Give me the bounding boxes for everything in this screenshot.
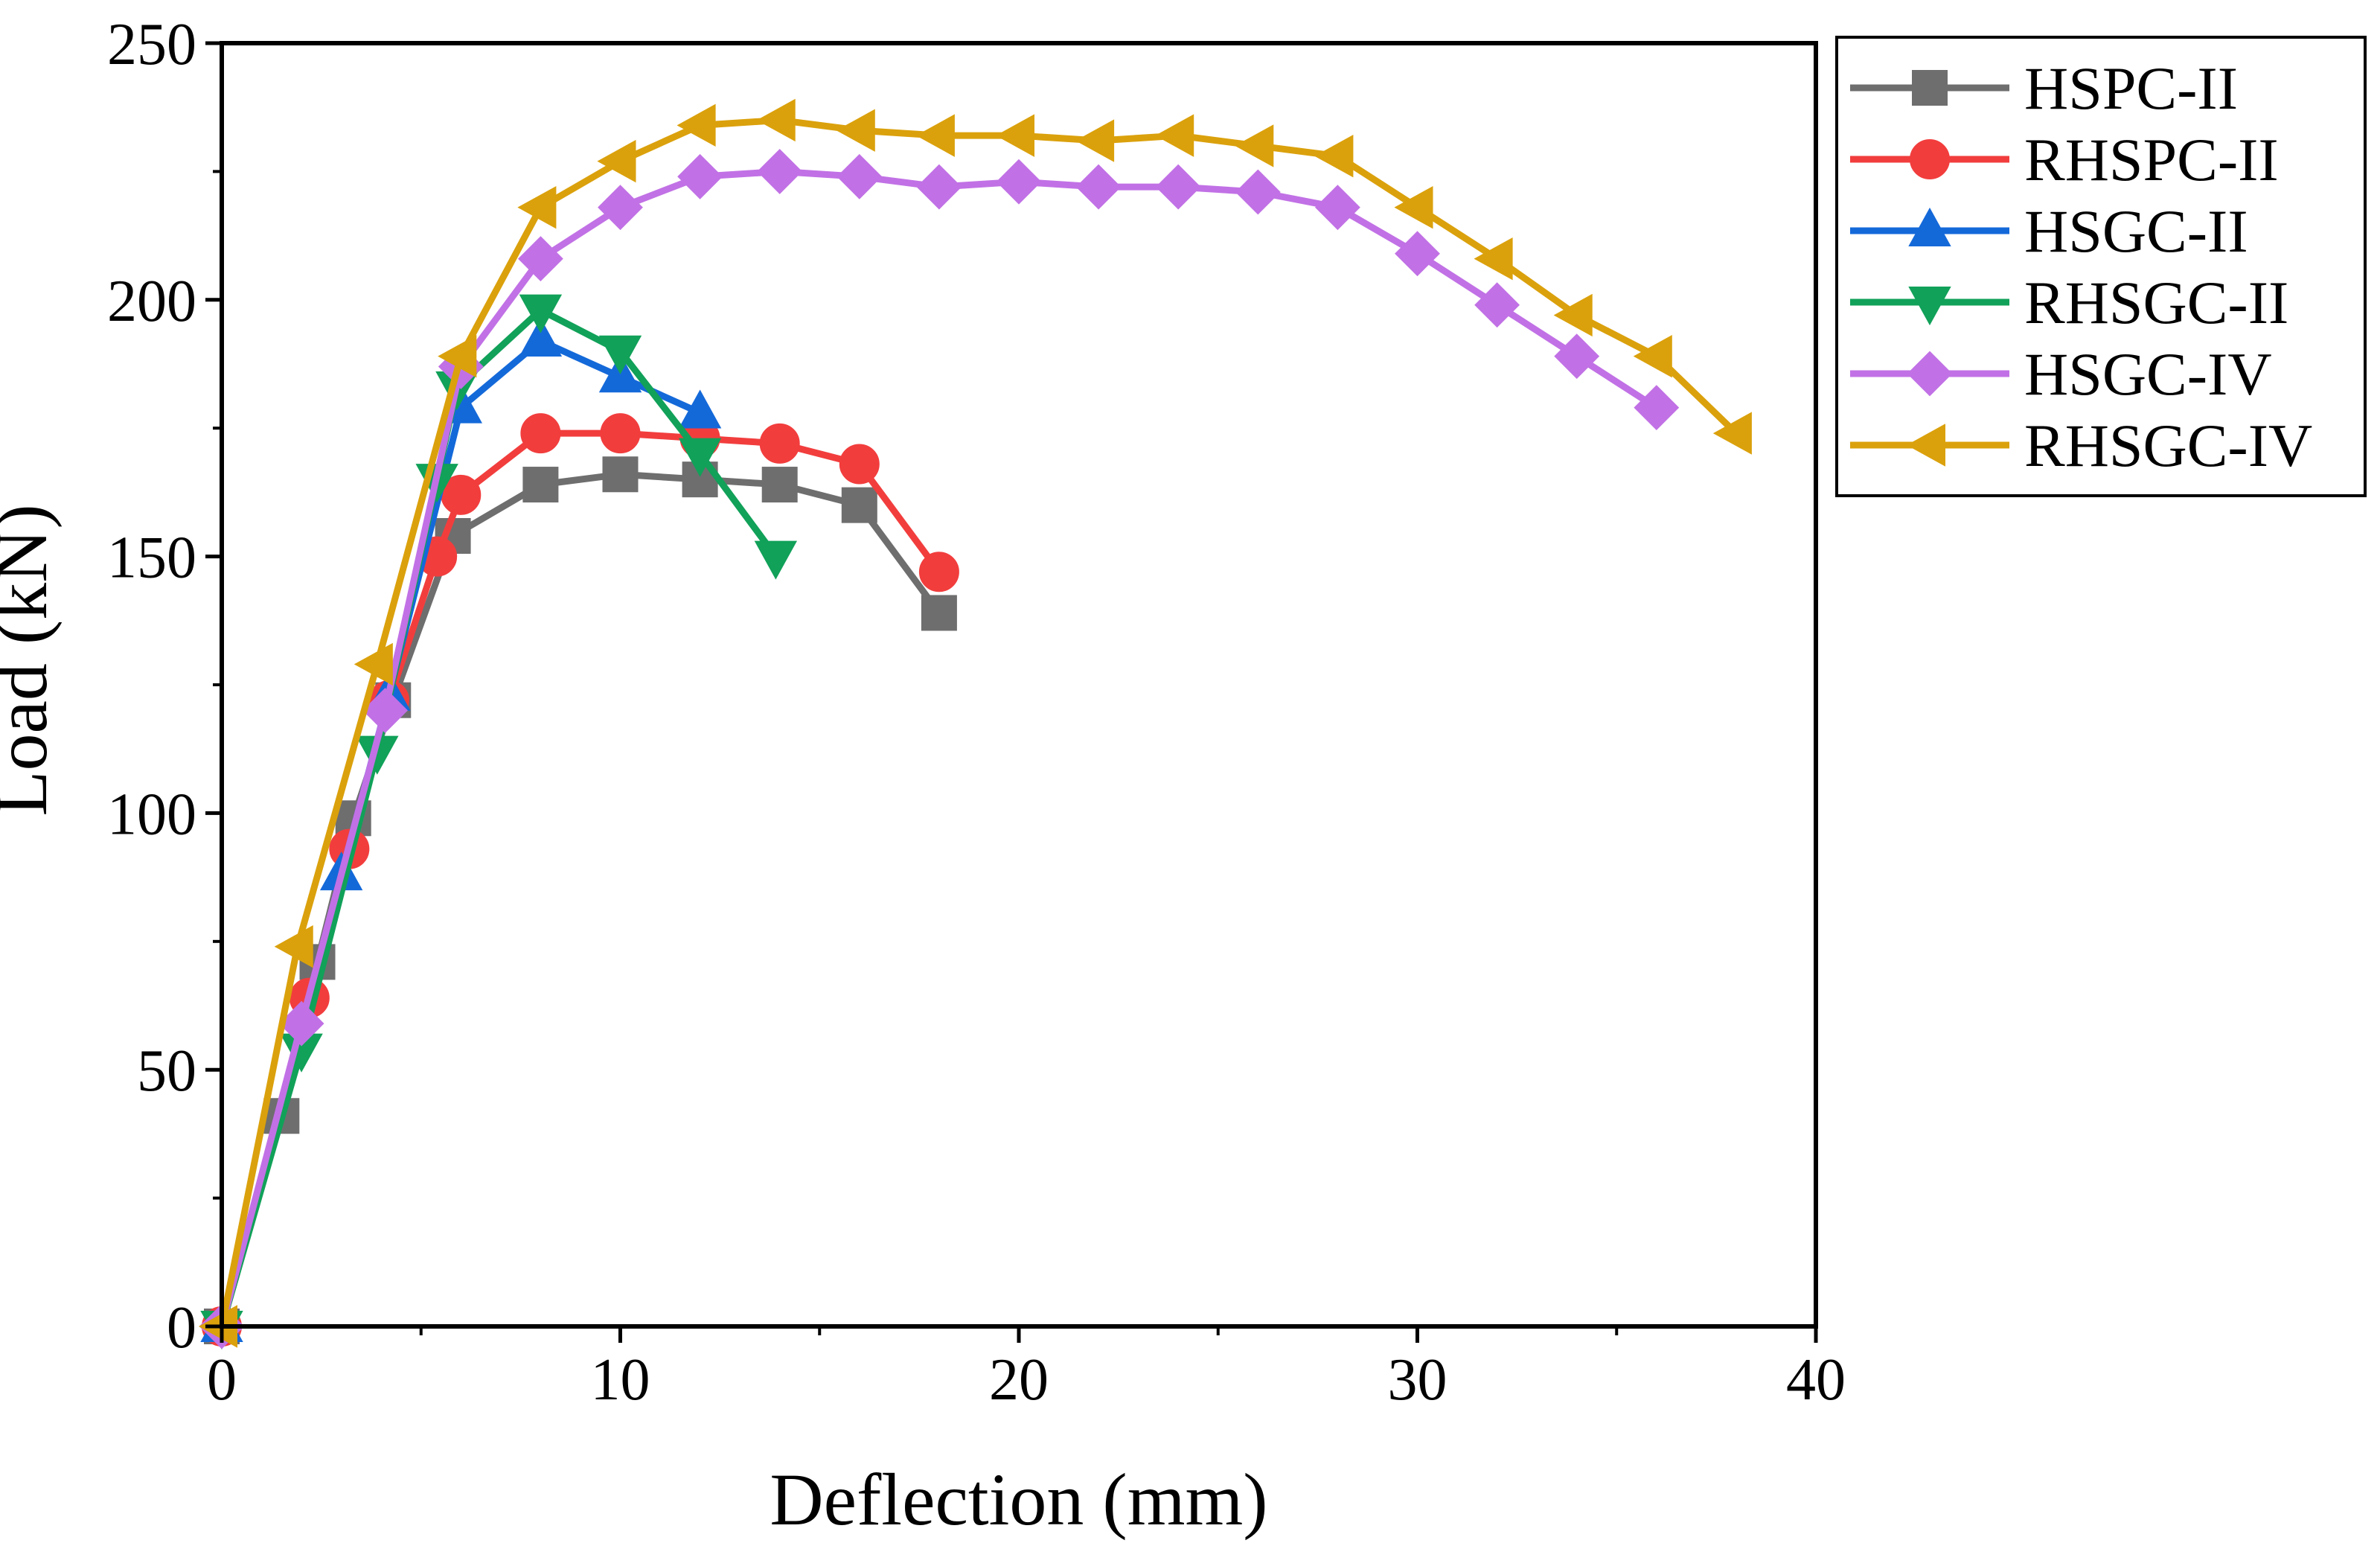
data-point	[362, 688, 408, 733]
data-point	[754, 540, 798, 580]
x-tick-label: 20	[989, 1347, 1049, 1413]
data-point	[598, 335, 642, 374]
data-point	[354, 642, 393, 686]
series-line	[218, 470, 942, 1328]
data-point	[602, 456, 639, 493]
data-point	[1554, 333, 1600, 380]
data-point	[995, 114, 1034, 157]
data-point	[598, 185, 643, 231]
data-point	[996, 159, 1042, 205]
legend-swatch-marker	[1908, 287, 1951, 326]
y-axis-title: Load (kN)	[0, 504, 63, 816]
series-line	[218, 167, 1659, 1328]
data-point	[278, 1000, 324, 1047]
data-point	[1075, 119, 1115, 162]
x-tick-label: 10	[591, 1347, 650, 1413]
data-point	[918, 552, 959, 592]
y-tick-label: 0	[167, 1295, 196, 1361]
y-tick-label: 200	[107, 269, 196, 334]
data-point	[839, 444, 880, 485]
data-point	[761, 467, 798, 503]
data-point	[1314, 185, 1360, 231]
data-point	[1474, 237, 1513, 281]
legend-label: RHSGC-II	[2024, 269, 2288, 336]
legend-swatch-marker	[1910, 139, 1950, 179]
data-point	[836, 109, 875, 152]
data-point	[597, 139, 636, 183]
data-point	[520, 413, 561, 454]
data-point	[1394, 185, 1433, 229]
y-tick-label: 250	[107, 12, 196, 77]
data-point	[1474, 282, 1520, 328]
series-RHSGC-II	[200, 294, 798, 1350]
data-point	[921, 595, 957, 631]
legend-swatch-marker	[1908, 207, 1951, 246]
legend-swatch-marker	[1907, 351, 1953, 397]
data-point	[1395, 231, 1440, 277]
data-point	[916, 164, 962, 210]
data-point	[1235, 169, 1281, 215]
data-point	[522, 467, 559, 503]
x-tick-label: 30	[1388, 1347, 1447, 1413]
y-tick-label: 150	[107, 525, 196, 591]
data-point	[915, 114, 955, 157]
data-point	[756, 98, 796, 142]
y-tick-label: 100	[107, 782, 196, 847]
data-point	[1553, 293, 1593, 337]
legend-label: HSGC-II	[2024, 197, 2248, 265]
data-point	[759, 423, 800, 464]
plot-frame	[220, 41, 1818, 1329]
data-point	[1634, 385, 1680, 431]
data-point	[1633, 334, 1672, 378]
data-point	[517, 236, 563, 282]
legend-swatch-marker	[1906, 424, 1945, 467]
data-point	[274, 925, 313, 968]
legend-label: HSGC-IV	[2024, 340, 2272, 408]
data-point	[678, 438, 722, 477]
data-point	[600, 413, 641, 454]
data-point	[517, 185, 557, 229]
data-point	[1712, 412, 1752, 455]
x-axis-title: Deflection (mm)	[770, 1458, 1267, 1541]
x-tick-label: 40	[1786, 1347, 1846, 1413]
series-HSPC-II	[204, 456, 957, 1344]
data-point	[1155, 114, 1194, 157]
data-point	[519, 317, 563, 357]
series-RHSGC-IV	[198, 98, 1752, 1348]
legend-label: RHSPC-II	[2024, 126, 2279, 194]
data-point	[841, 487, 877, 523]
data-point	[1075, 164, 1122, 210]
data-point	[1314, 135, 1354, 178]
data-point	[1235, 124, 1274, 167]
data-point	[757, 148, 803, 194]
data-point	[438, 334, 477, 378]
data-point	[1155, 164, 1201, 210]
legend-swatch-marker	[1912, 70, 1948, 106]
legend-label: RHSGC-IV	[2024, 412, 2312, 479]
axes-layer: 0 10 20 30 40 0 50 100 150 200 250	[107, 12, 1846, 1413]
data-point	[836, 153, 883, 199]
legend: HSPC-IIRHSPC-IIHSGC-IIRHSGC-IIHSGC-IVRHS…	[1835, 36, 2367, 497]
x-tick-label: 0	[207, 1347, 237, 1413]
legend-frame	[1835, 36, 2367, 497]
data-point	[678, 389, 722, 429]
series-line	[218, 116, 1739, 1327]
series-HSGC-IV	[199, 148, 1680, 1349]
legend-label: HSPC-II	[2024, 54, 2238, 122]
series-layer	[198, 98, 1752, 1350]
data-point	[676, 103, 716, 147]
data-point	[677, 153, 723, 199]
y-tick-label: 50	[137, 1038, 196, 1104]
data-point	[519, 294, 563, 333]
